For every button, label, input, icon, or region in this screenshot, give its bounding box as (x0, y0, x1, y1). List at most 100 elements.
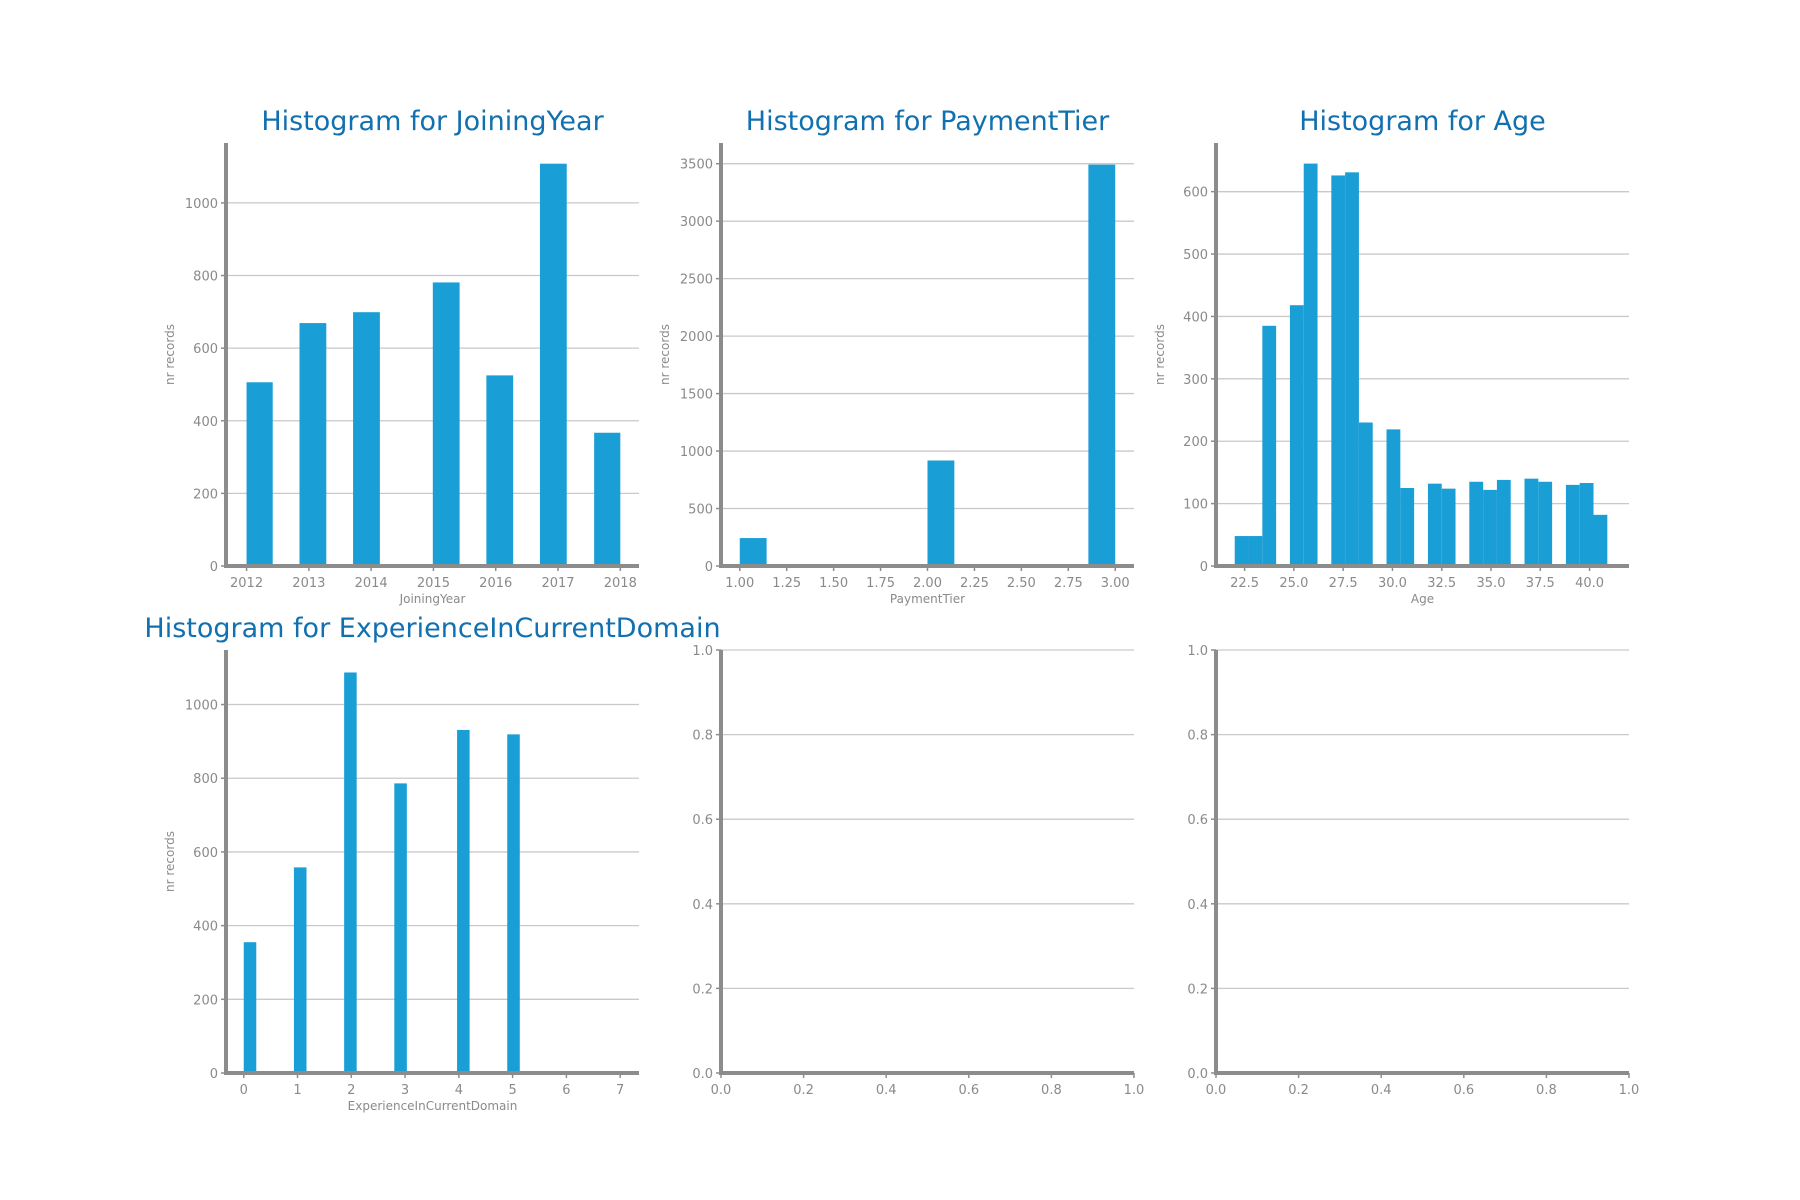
histogram-bar (1565, 484, 1580, 566)
chart-panel: 0 200 400 600 800 1000 0 1 2 3 4 5 6 7 Histogram for E… (144, 613, 720, 1113)
y-tick-label: 600 (1183, 186, 1208, 201)
histogram-bar (1524, 478, 1539, 566)
x-tick-label: 1.00 (725, 576, 754, 591)
chart-title: Histogram for Age (1299, 106, 1546, 137)
x-tick-label: 0.6 (1453, 1083, 1474, 1098)
y-tick-label: 800 (193, 270, 218, 285)
chart-title: Histogram for ExperienceInCurrentDomain (144, 613, 720, 644)
histogram-bar (1358, 422, 1373, 566)
x-tick-label: 0.8 (1041, 1083, 1062, 1098)
histogram-bar (353, 312, 380, 566)
y-tick-label: 0.4 (1187, 898, 1208, 913)
histogram-bar (594, 432, 621, 566)
x-tick-label: 0.0 (1206, 1083, 1227, 1098)
x-axis-label: ExperienceInCurrentDomain (348, 1099, 518, 1113)
y-tick-label: 1.0 (1187, 644, 1208, 659)
histogram-bar (1441, 488, 1456, 566)
x-tick-label: 2.75 (1054, 576, 1083, 591)
histogram-bar (1234, 536, 1249, 566)
chart-panel: 0 500 1000 1500 2000 2500 3000 3500 1.00 1.25 1.50… (658, 106, 1134, 606)
y-tick-label: 0 (210, 1067, 218, 1082)
histogram-bar (486, 375, 514, 566)
y-tick-label: 0.6 (1187, 813, 1208, 828)
histogram-bar (1483, 489, 1497, 566)
y-tick-label: 3500 (680, 158, 713, 173)
y-tick-label: 500 (1183, 248, 1208, 263)
y-tick-label: 300 (1183, 373, 1208, 388)
y-tick-label: 200 (193, 993, 218, 1008)
x-tick-label: 0.0 (711, 1083, 732, 1098)
histogram-bar (1248, 536, 1263, 566)
y-tick-label: 2000 (680, 330, 713, 345)
y-tick-label: 0.4 (692, 898, 713, 913)
x-tick-label: 4 (455, 1083, 463, 1098)
x-tick-label: 2012 (230, 576, 263, 591)
x-tick-label: 2.25 (960, 576, 989, 591)
histogram-bar (299, 323, 327, 566)
y-axis-label: nr records (163, 324, 177, 385)
histogram-bar (1345, 172, 1359, 567)
chart-title: Histogram for PaymentTier (746, 106, 1110, 137)
histogram-bar (1593, 514, 1608, 566)
y-tick-label: 0.0 (692, 1067, 713, 1082)
x-tick-label: 0.4 (876, 1083, 897, 1098)
histogram-bar (432, 282, 460, 566)
x-tick-label: 0.6 (958, 1083, 979, 1098)
x-tick-label: 1.75 (866, 576, 895, 591)
y-tick-label: 3000 (680, 215, 713, 230)
y-tick-label: 1500 (680, 388, 713, 403)
x-tick-label: 2018 (604, 576, 637, 591)
y-tick-label: 0.6 (692, 813, 713, 828)
x-axis-label: Age (1411, 592, 1434, 606)
x-tick-label: 2016 (479, 576, 512, 591)
y-tick-label: 500 (688, 503, 713, 518)
x-tick-label: 37.5 (1526, 576, 1555, 591)
y-tick-label: 0 (705, 560, 713, 575)
y-tick-label: 0 (1200, 560, 1208, 575)
y-tick-label: 0.2 (692, 982, 713, 997)
x-tick-label: 3.00 (1101, 576, 1130, 591)
y-axis-label: nr records (1153, 324, 1167, 385)
y-tick-label: 400 (1183, 310, 1208, 325)
histogram-bar (739, 538, 767, 566)
histogram-bar (1579, 483, 1594, 566)
x-tick-label: 6 (562, 1083, 570, 1098)
x-tick-label: 2015 (417, 576, 450, 591)
histogram-bar (1088, 164, 1116, 566)
y-tick-label: 100 (1183, 498, 1208, 513)
x-tick-label: 0.2 (793, 1083, 814, 1098)
x-tick-label: 35.0 (1477, 576, 1506, 591)
x-tick-label: 1.50 (819, 576, 848, 591)
y-tick-label: 0 (210, 560, 218, 575)
y-tick-label: 800 (193, 772, 218, 787)
y-tick-label: 1000 (185, 197, 218, 212)
y-tick-label: 400 (193, 920, 218, 935)
y-tick-label: 1000 (680, 445, 713, 460)
x-tick-label: 3 (401, 1083, 409, 1098)
y-tick-label: 0.2 (1187, 982, 1208, 997)
chart-panel: 0.0 0.2 0.4 0.6 0.8 1.0 0.0 0.2 0.4 0.6 0.8 1.0 (692, 644, 1144, 1098)
histogram-bar (507, 734, 520, 1073)
x-tick-label: 2017 (541, 576, 574, 591)
y-tick-label: 2500 (680, 273, 713, 288)
x-tick-label: 32.5 (1427, 576, 1456, 591)
x-tick-label: 22.5 (1230, 576, 1259, 591)
histogram-bar (344, 672, 357, 1073)
y-axis-label: nr records (163, 831, 177, 892)
x-tick-label: 1.0 (1124, 1083, 1145, 1098)
histogram-bar (1427, 483, 1442, 566)
x-tick-label: 0.4 (1371, 1083, 1392, 1098)
histogram-bar (1538, 481, 1553, 566)
x-tick-label: 0.2 (1288, 1083, 1309, 1098)
y-tick-label: 1000 (185, 699, 218, 714)
histogram-bar (1386, 429, 1401, 566)
x-tick-label: 25.0 (1279, 576, 1308, 591)
chart-panel: 0.0 0.2 0.4 0.6 0.8 1.0 0.0 0.2 0.4 0.6 0.8 1.0 (1187, 644, 1639, 1098)
y-tick-label: 200 (193, 487, 218, 502)
x-tick-label: 27.5 (1329, 576, 1358, 591)
histogram-bar (243, 942, 257, 1073)
y-tick-label: 200 (1183, 435, 1208, 450)
x-tick-label: 7 (616, 1083, 624, 1098)
chart-panel: 0 200 400 600 800 1000 2012 2013 2014 2015 2016 201… (163, 106, 639, 606)
